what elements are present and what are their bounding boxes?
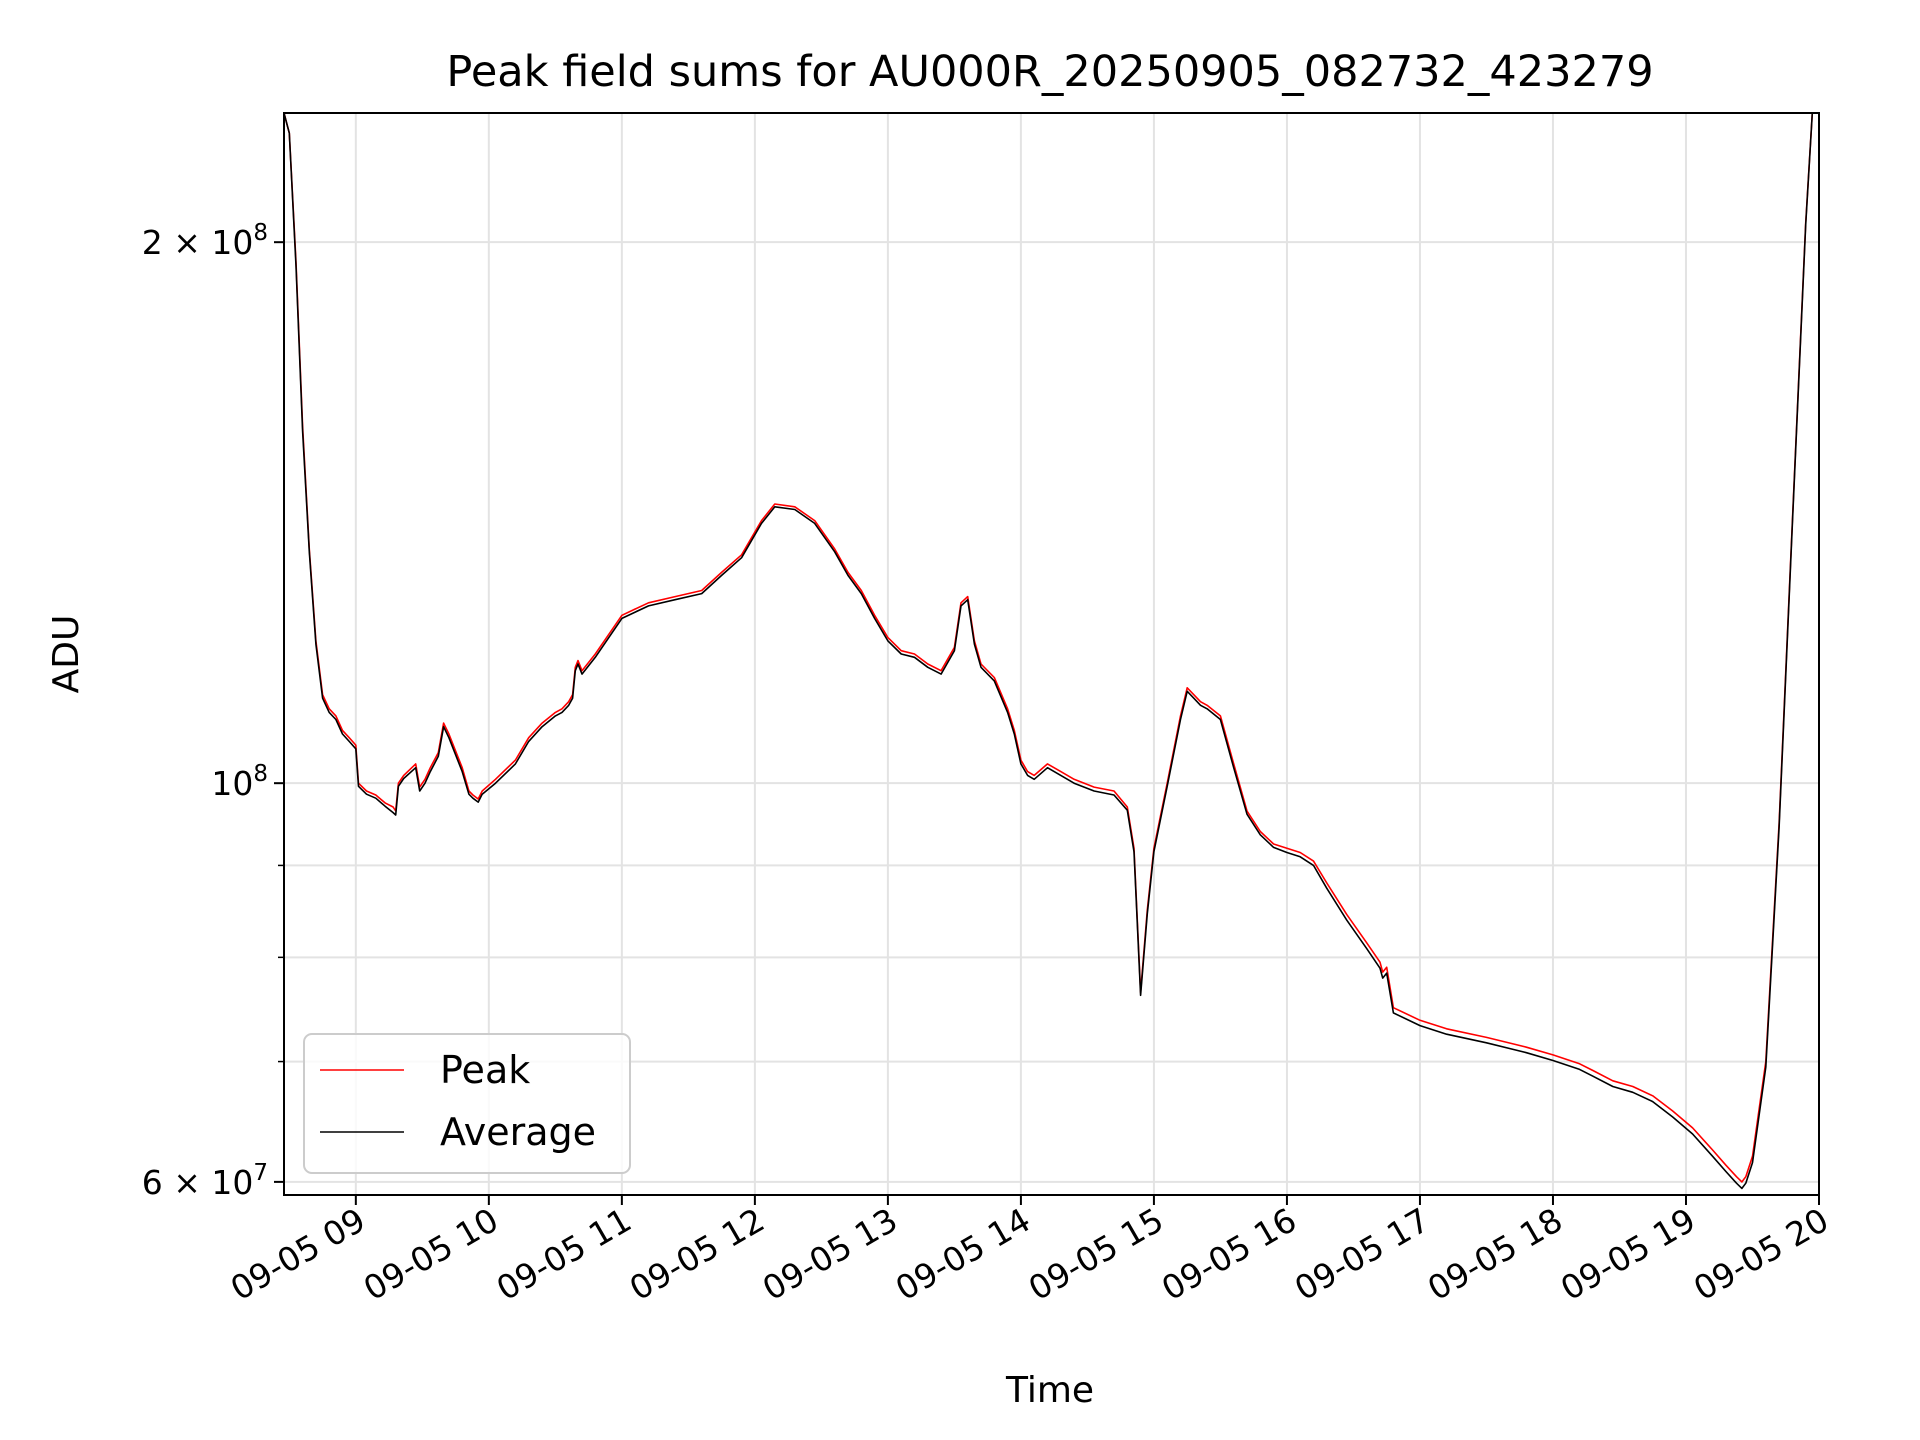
y-tick-label: 2 × 108 [142, 220, 268, 262]
legend-label-average: Average [440, 1110, 596, 1154]
legend: Peak Average [303, 1033, 631, 1174]
y-tick-label: 108 [211, 761, 268, 803]
plot-frame [283, 112, 1820, 1196]
legend-box [303, 1033, 631, 1174]
chart-title: Peak field sums for AU000R_20250905_0827… [446, 47, 1653, 97]
legend-label-peak: Peak [440, 1048, 530, 1092]
y-axis: 6 × 107 108 2 × 108 [142, 220, 284, 1202]
series-line-average [283, 112, 1814, 1190]
y-axis-label: ADU [46, 615, 87, 694]
x-axis-label: Time [1005, 1370, 1094, 1411]
y-tick-label: 6 × 107 [142, 1160, 268, 1202]
series-group [283, 112, 1814, 1190]
